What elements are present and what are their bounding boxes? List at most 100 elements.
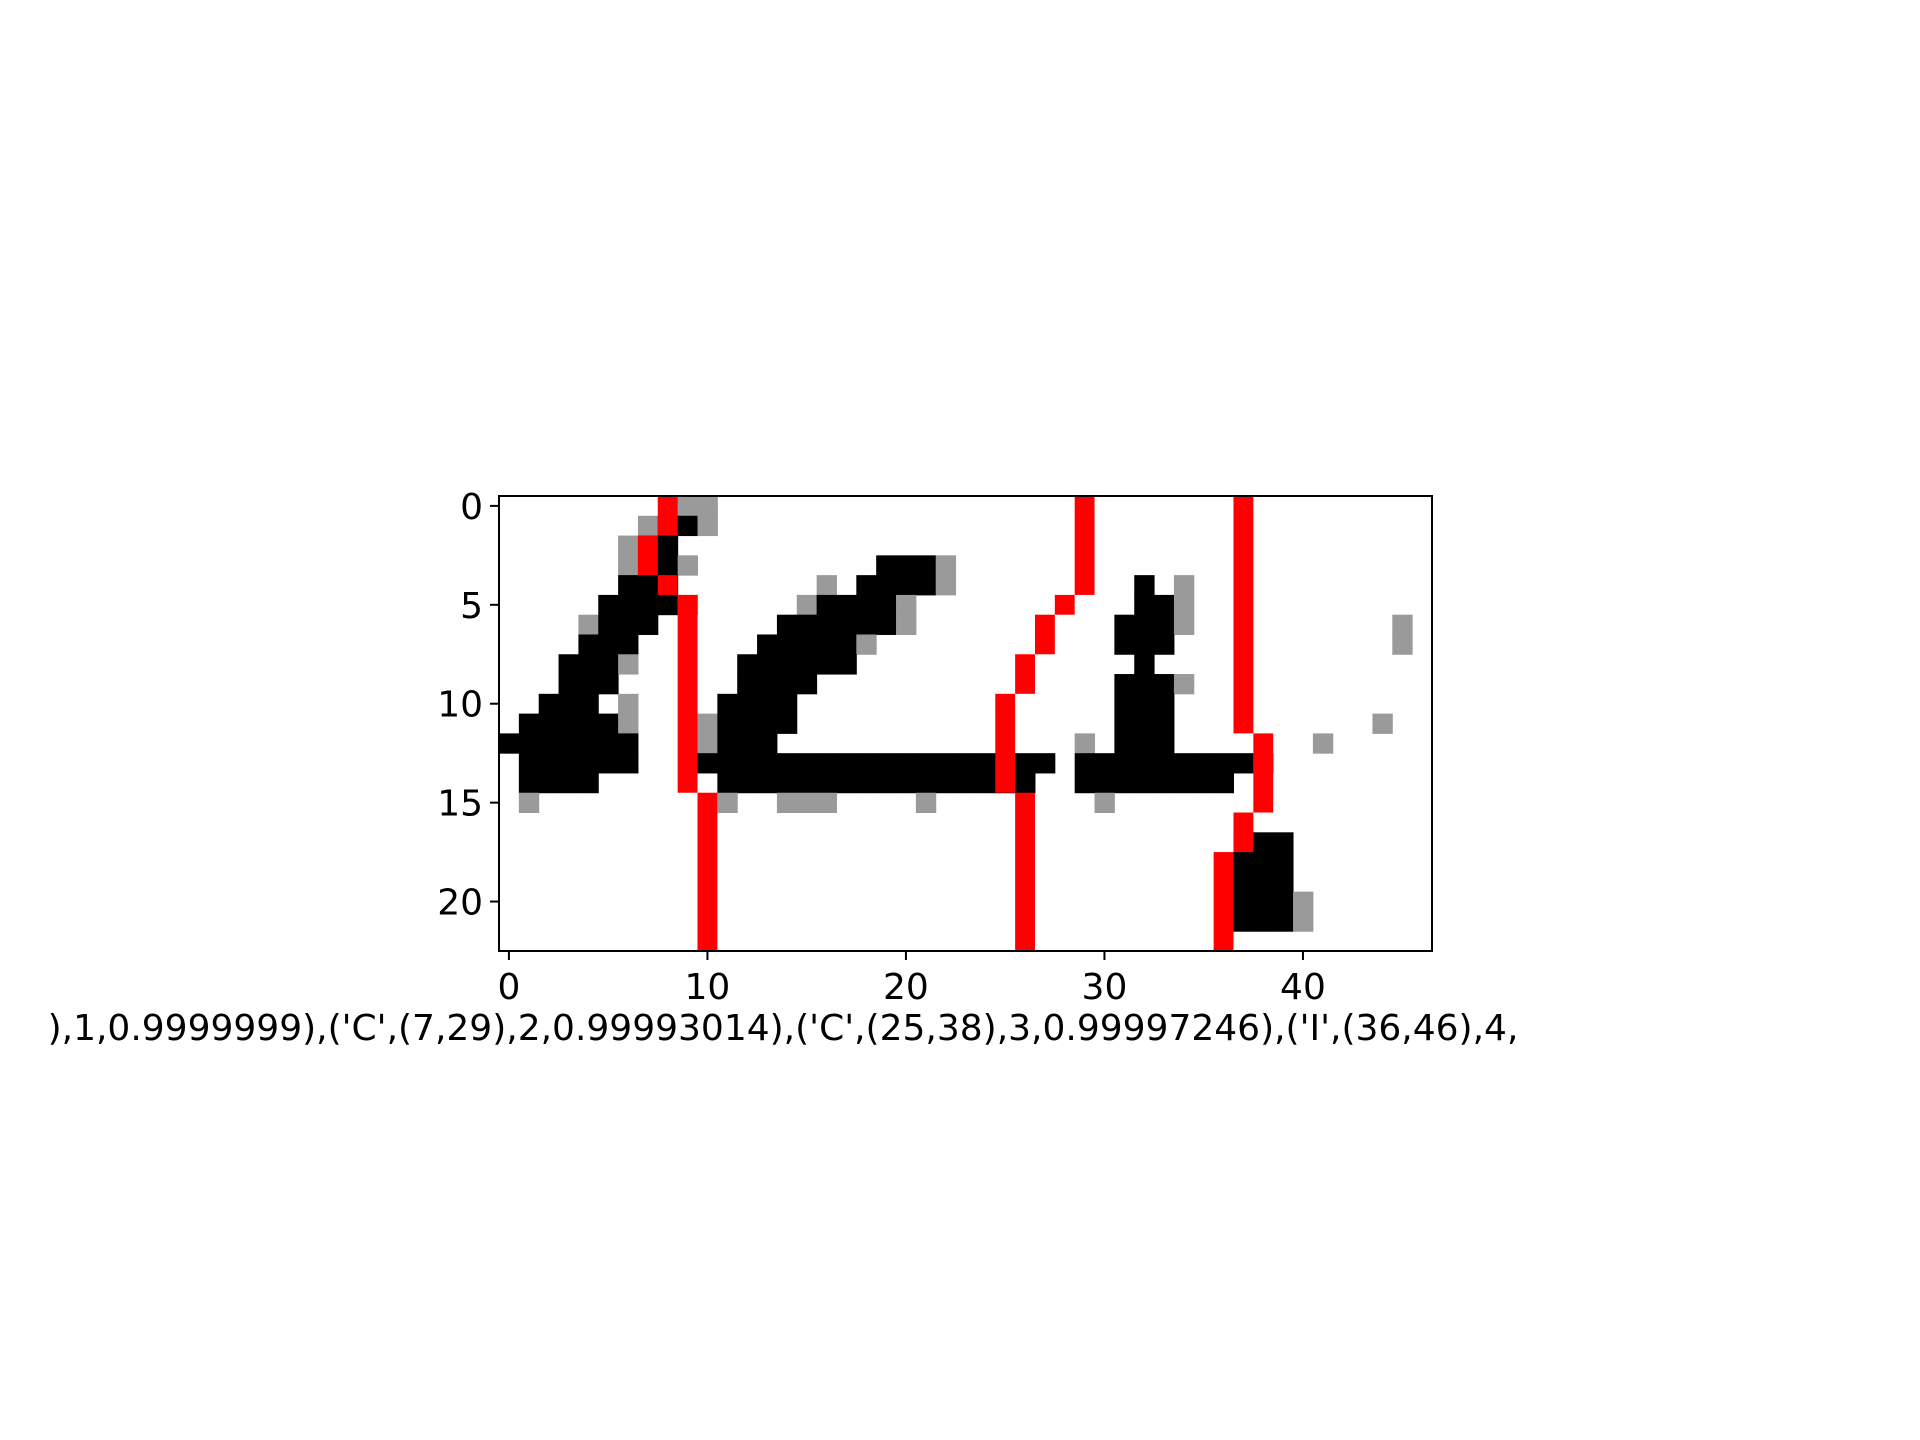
heatmap-cell xyxy=(876,594,897,616)
heatmap-cell xyxy=(1134,733,1155,754)
heatmap-cell xyxy=(598,594,619,616)
heatmap-cell xyxy=(896,575,917,596)
heatmap-cell xyxy=(1173,753,1195,774)
heatmap-cell xyxy=(776,674,798,695)
heatmap-cell xyxy=(1134,634,1155,655)
segment-boundary-line xyxy=(697,792,718,951)
heatmap-cell xyxy=(1273,832,1294,853)
heatmap-cell xyxy=(776,693,798,715)
heatmap-cell xyxy=(757,674,778,695)
heatmap-cell xyxy=(757,634,778,655)
heatmap-cell xyxy=(1312,733,1334,754)
y-tick-label: 10 xyxy=(437,685,483,726)
heatmap-cell xyxy=(757,733,778,754)
heatmap-cell xyxy=(896,753,917,774)
heatmap-cell xyxy=(915,753,937,774)
heatmap-cell xyxy=(578,713,599,734)
x-axis-label: ),1,0.9999999),('C',(7,29),2,0.99993014)… xyxy=(48,1008,1519,1049)
heatmap-cell xyxy=(1134,674,1155,695)
heatmap-cell xyxy=(836,594,857,616)
heatmap-cell xyxy=(1233,871,1254,893)
heatmap-cell xyxy=(1134,713,1155,734)
heatmap-cell xyxy=(538,733,560,754)
heatmap-cell xyxy=(1173,614,1195,635)
heatmap-cell xyxy=(757,753,778,774)
heatmap-cell xyxy=(618,733,639,754)
x-tick-label: 30 xyxy=(1082,967,1128,1008)
heatmap-cell xyxy=(935,555,957,576)
heatmap-cell xyxy=(1134,614,1155,635)
segment-boundary-line xyxy=(1034,614,1055,655)
heatmap-cell xyxy=(737,753,758,774)
heatmap-cell xyxy=(1154,674,1175,695)
heatmap-cell xyxy=(1114,753,1135,774)
heatmap-cell xyxy=(876,772,897,794)
heatmap-cell xyxy=(1074,772,1096,794)
heatmap-cell xyxy=(757,693,778,715)
heatmap-cell xyxy=(1154,634,1175,655)
heatmap-cell xyxy=(1213,753,1234,774)
heatmap-cell xyxy=(717,772,738,794)
heatmap-cell xyxy=(578,772,599,794)
heatmap-cell xyxy=(816,594,837,616)
segment-boundary-line xyxy=(1074,496,1095,595)
heatmap-cell xyxy=(538,753,560,774)
heatmap-cell xyxy=(1154,772,1175,794)
heatmap-cell xyxy=(558,772,579,794)
heatmap-cell xyxy=(1154,614,1175,635)
x-tick-label: 0 xyxy=(497,967,520,1008)
heatmap-cell xyxy=(856,575,877,596)
heatmap-cell xyxy=(1392,634,1413,655)
heatmap-cell xyxy=(1094,772,1115,794)
heatmap-cell xyxy=(856,772,877,794)
heatmap-cell xyxy=(677,515,699,537)
heatmap-cell xyxy=(578,614,599,635)
heatmap-cell xyxy=(1154,713,1175,734)
heatmap-cell xyxy=(618,535,639,556)
heatmap-cell xyxy=(737,772,758,794)
heatmap-cell xyxy=(1273,891,1294,912)
heatmap-cell xyxy=(796,654,818,675)
heatmap-cell xyxy=(816,614,837,635)
heatmap-cell xyxy=(598,634,619,655)
heatmap-cell xyxy=(836,772,857,794)
heatmap-cell xyxy=(1193,753,1215,774)
heatmap-cell xyxy=(578,753,599,774)
heatmap-cell xyxy=(1134,594,1155,616)
heatmap-cell xyxy=(1253,891,1274,912)
heatmap-cell xyxy=(796,594,818,616)
heatmap-cell xyxy=(518,753,540,774)
heatmap-cell xyxy=(776,634,798,655)
heatmap-cell xyxy=(776,713,798,734)
heatmap-cell xyxy=(1134,654,1155,675)
heatmap-cell xyxy=(955,753,976,774)
heatmap-cell xyxy=(598,713,619,734)
segment-boundary-line xyxy=(1213,852,1234,951)
heatmap-cell xyxy=(717,792,738,814)
heatmap-cell xyxy=(558,713,579,734)
heatmap-cell xyxy=(1173,674,1195,695)
heatmap-cell xyxy=(1253,911,1274,932)
heatmap-cell xyxy=(1273,852,1294,873)
heatmap-cell xyxy=(1094,792,1115,814)
heatmap-cell xyxy=(578,634,599,655)
heatmap-cell xyxy=(1134,753,1155,774)
heatmap-cell xyxy=(1233,852,1254,873)
heatmap-cell xyxy=(1233,891,1254,912)
heatmap-cell xyxy=(876,614,897,635)
heatmap-cell xyxy=(558,674,579,695)
heatmap-cell xyxy=(598,654,619,675)
heatmap-cell xyxy=(578,733,599,754)
heatmap-cell xyxy=(1114,614,1135,635)
y-axis: 0 5 10 15 20 xyxy=(437,487,499,924)
heatmap-cell xyxy=(796,753,818,774)
heatmap-cell xyxy=(836,654,857,675)
heatmap-cell xyxy=(975,772,996,794)
heatmap-cell xyxy=(1154,594,1175,616)
heatmap-cell xyxy=(1154,733,1175,754)
heatmap-cell xyxy=(1134,575,1155,596)
heatmap-cell xyxy=(836,634,857,655)
y-tick-label: 15 xyxy=(437,784,483,825)
heatmap-cell xyxy=(677,555,699,576)
